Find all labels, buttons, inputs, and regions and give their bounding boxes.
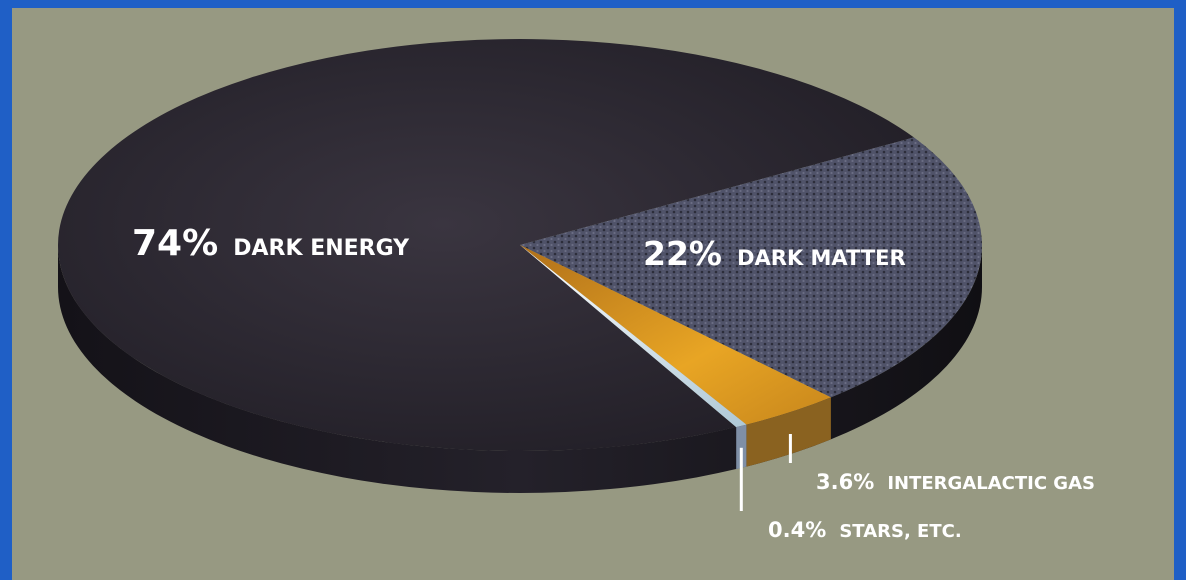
- label-gas-name: INTERGALACTIC GAS: [887, 473, 1095, 494]
- label-dark-matter-name: DARK MATTER: [737, 246, 906, 270]
- label-dark-matter-pct: 22%: [643, 234, 722, 273]
- label-stars-name: STARS, ETC.: [839, 521, 961, 542]
- slice-dark-matter: [520, 137, 982, 398]
- slice-stars: [520, 245, 747, 428]
- label-stars-pct: 0.4%: [768, 518, 826, 542]
- label-dark-matter: 22% DARK MATTER: [643, 234, 906, 273]
- label-gas-pct: 3.6%: [816, 470, 874, 494]
- label-dark-energy-pct: 74%: [132, 223, 218, 264]
- slice-gas-side: [746, 397, 831, 467]
- label-dark-energy-name: DARK ENERGY: [233, 236, 410, 261]
- slice-dark-energy: [57, 39, 914, 452]
- slice-intergalactic-gas: [520, 245, 831, 425]
- label-stars: 0.4% STARS, ETC.: [768, 518, 962, 542]
- label-dark-energy: 74% DARK ENERGY: [132, 223, 410, 264]
- slice-stars-side: [736, 424, 747, 470]
- label-intergalactic-gas: 3.6% INTERGALACTIC GAS: [816, 470, 1095, 494]
